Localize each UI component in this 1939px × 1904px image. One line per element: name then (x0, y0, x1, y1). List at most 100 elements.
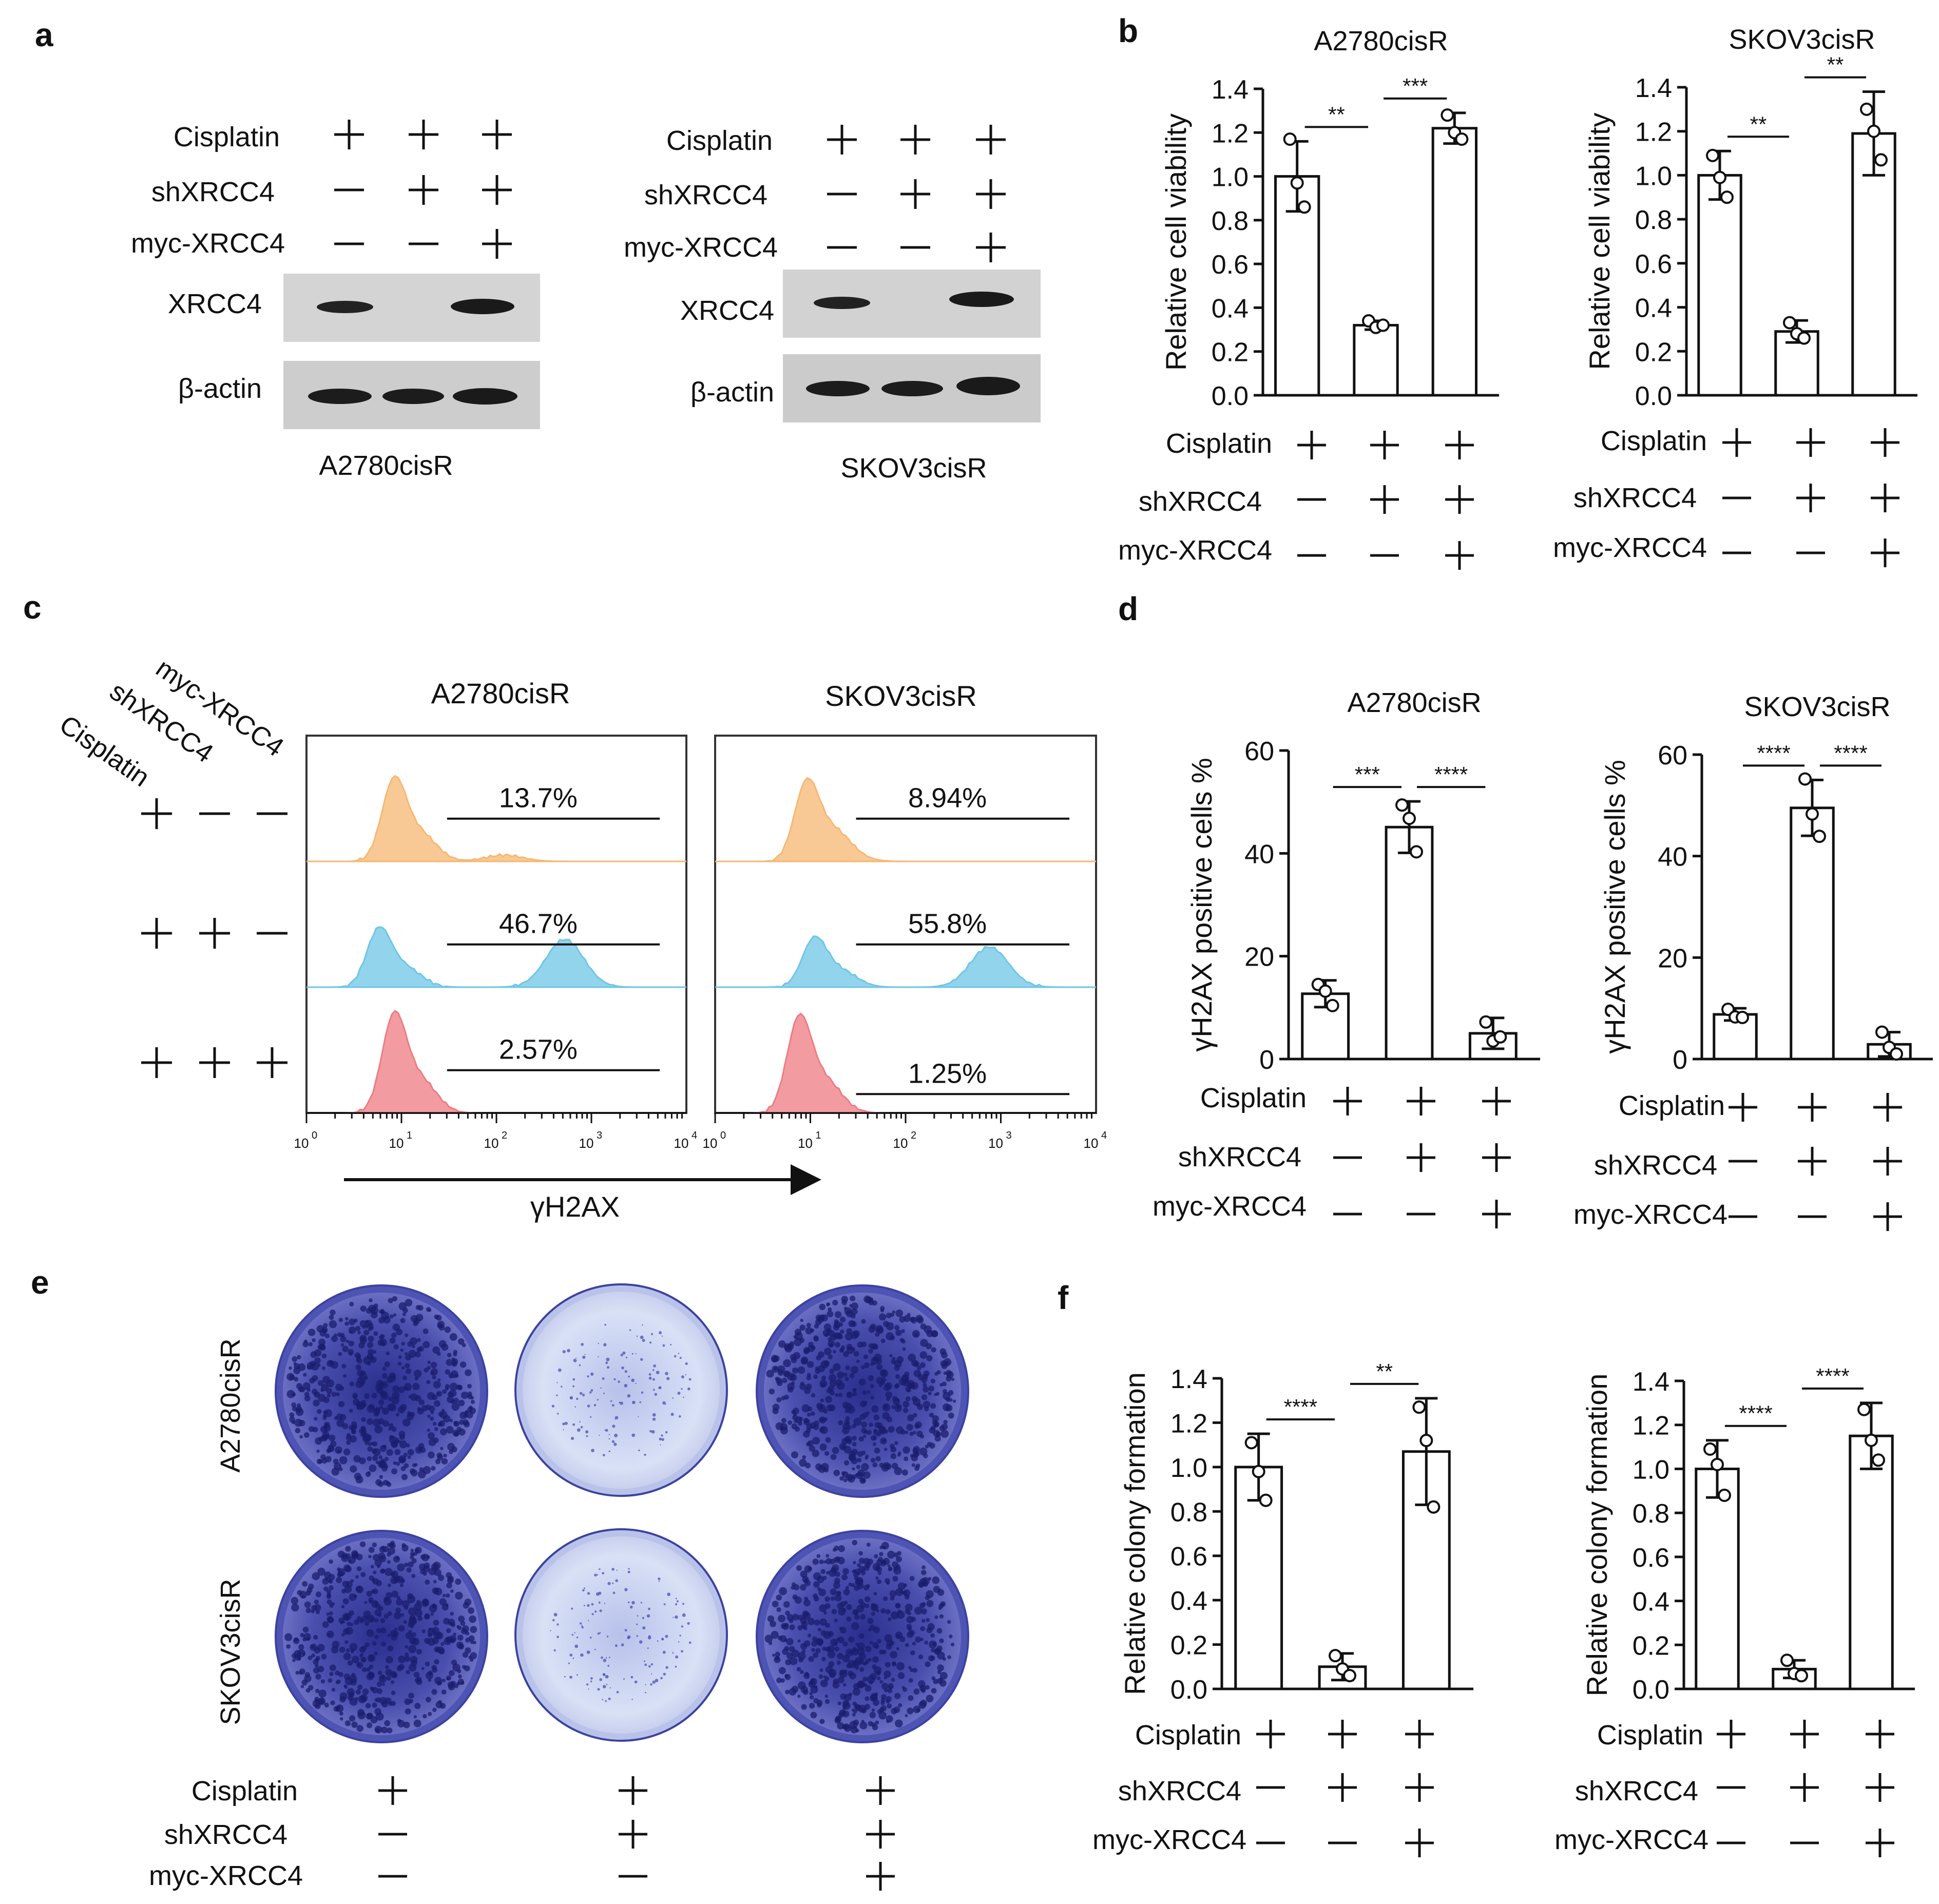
colony (682, 1613, 686, 1617)
colony (682, 1603, 684, 1605)
colony (441, 1409, 445, 1413)
significance-stars: *** (1355, 762, 1380, 786)
colony (665, 1666, 668, 1669)
colony (776, 1607, 781, 1612)
colony (553, 1612, 558, 1617)
colony (602, 1377, 605, 1380)
colony (648, 1665, 651, 1668)
colony (799, 1324, 806, 1331)
colony (389, 1337, 396, 1344)
plus-sign-icon (1873, 1202, 1902, 1231)
colony (675, 1655, 679, 1659)
colony (816, 1355, 821, 1361)
colony (376, 1387, 383, 1394)
row-label-cisplatin: Cisplatin (1601, 426, 1707, 456)
colony (607, 1582, 611, 1585)
colony (615, 1418, 616, 1420)
colony (302, 1382, 311, 1390)
colony (590, 1416, 592, 1418)
y-tick-label: 0.8 (1635, 205, 1672, 235)
panel-label-f: f (1058, 1279, 1069, 1316)
colony (648, 1635, 651, 1638)
colony (397, 1563, 405, 1571)
gate-percent: 1.25% (908, 1058, 987, 1089)
colony (394, 1449, 401, 1455)
colony (396, 1461, 400, 1466)
colony (880, 1437, 887, 1445)
colony (881, 1377, 887, 1383)
bar (1851, 132, 1896, 397)
colony (378, 1418, 385, 1425)
row-label-myc-xrcc4: myc-XRCC4 (131, 228, 285, 259)
y-tick-label: 1.2 (1633, 1411, 1669, 1441)
colony (374, 1618, 379, 1623)
colony (890, 1651, 897, 1659)
colony (449, 1670, 455, 1676)
colony (841, 1574, 848, 1581)
colony (427, 1360, 431, 1364)
colony (894, 1365, 900, 1371)
colony (926, 1618, 930, 1622)
colony (309, 1377, 315, 1384)
colony (451, 1357, 455, 1361)
plus-sign-icon (1297, 431, 1326, 459)
colony (911, 1617, 916, 1622)
colony (425, 1661, 430, 1667)
colony (663, 1672, 666, 1676)
colony (895, 1330, 902, 1336)
log-tick-label: 10 (674, 1136, 689, 1151)
flow-title-a2780: A2780cisR (431, 677, 570, 709)
colony (400, 1403, 407, 1411)
chart-title: A2780cisR (1347, 687, 1481, 718)
colony (856, 1465, 861, 1469)
colony (378, 1606, 383, 1611)
colony (767, 1615, 774, 1622)
colony (361, 1658, 367, 1663)
colony (824, 1596, 830, 1602)
colony (368, 1335, 374, 1342)
colony (411, 1344, 415, 1349)
colony (665, 1372, 668, 1375)
plus-sign-icon (1798, 1147, 1827, 1176)
y-tick-label: 1.0 (1633, 1455, 1669, 1485)
colony (343, 1374, 347, 1378)
data-point (1244, 1436, 1258, 1450)
colony-plate (275, 1530, 488, 1743)
colony (459, 1411, 467, 1419)
colony (807, 1633, 812, 1638)
colony (556, 1636, 559, 1639)
colony (329, 1315, 334, 1320)
colony (842, 1641, 848, 1647)
colony (302, 1341, 309, 1348)
colony (366, 1629, 374, 1637)
colony (317, 1380, 324, 1386)
colony (327, 1633, 331, 1637)
colony (571, 1607, 573, 1610)
colony (783, 1638, 788, 1642)
colony (889, 1590, 897, 1598)
colony (465, 1369, 472, 1376)
colony (322, 1416, 327, 1420)
colony (337, 1449, 341, 1453)
colony (640, 1602, 642, 1604)
colony (639, 1640, 643, 1644)
colony (848, 1636, 855, 1643)
colony (639, 1401, 641, 1403)
colony (879, 1707, 885, 1713)
colony (344, 1677, 353, 1685)
y-tick-label: 1.2 (1170, 1409, 1207, 1438)
colony (784, 1344, 793, 1353)
colony (325, 1577, 329, 1581)
colony (817, 1639, 824, 1645)
colony (419, 1447, 426, 1453)
colony (446, 1628, 451, 1633)
colony (361, 1645, 367, 1651)
colony (386, 1351, 390, 1356)
colony (584, 1587, 585, 1589)
colony (435, 1631, 444, 1640)
colony (466, 1411, 473, 1419)
colony (400, 1348, 404, 1352)
colony (681, 1388, 683, 1390)
colony (895, 1603, 901, 1609)
